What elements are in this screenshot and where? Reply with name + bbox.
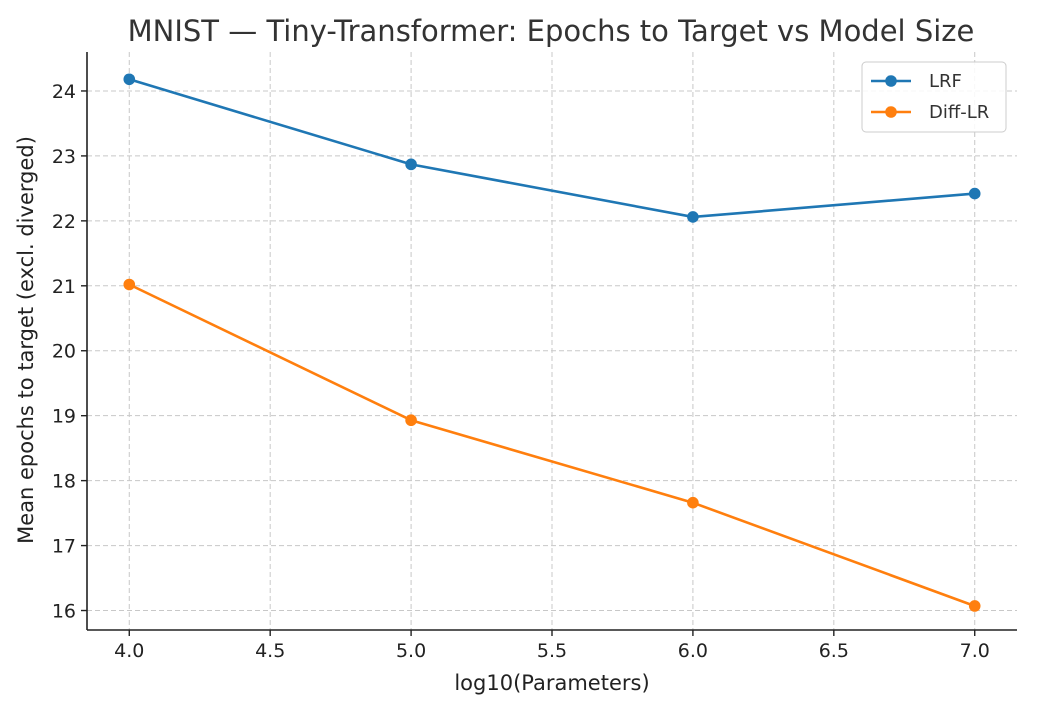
ticks: 4.0 4.5 5.0 5.5 6.0 6.5 7.0 16 17 18 19 20 21 22 23 24 — [52, 81, 990, 662]
legend-item-diff-lr[interactable]: Diff-LR — [871, 102, 989, 123]
x-tick-label: 6.5 — [819, 640, 849, 662]
y-tick-label: 23 — [52, 146, 76, 168]
legend-swatch-marker — [885, 75, 897, 87]
data-point-diff-lr[interactable] — [687, 496, 699, 509]
series-layer — [123, 73, 981, 612]
x-tick-label: 4.5 — [255, 640, 285, 662]
data-point-diff-lr[interactable] — [123, 278, 136, 291]
x-tick-label: 5.5 — [537, 640, 567, 662]
x-tick-label: 4.0 — [114, 640, 144, 662]
series-line-lrf — [128, 78, 975, 219]
legend-label: Diff-LR — [929, 102, 989, 123]
x-axis-label: log10(Parameters) — [454, 671, 649, 695]
data-point-diff-lr[interactable] — [405, 414, 417, 427]
y-tick-label: 22 — [52, 211, 76, 233]
x-tick-label: 5.0 — [396, 640, 426, 662]
y-axis-label: Mean epochs to target (excl. diverged) — [14, 136, 38, 544]
data-point-lrf[interactable] — [968, 187, 981, 200]
legend[interactable]: LRF Diff-LR — [861, 61, 1007, 133]
y-tick-label: 17 — [52, 536, 76, 558]
y-tick-label: 19 — [52, 406, 76, 428]
legend-swatch-marker — [885, 106, 897, 118]
y-tick-label: 21 — [52, 276, 76, 298]
y-tick-label: 20 — [52, 341, 76, 363]
chart-title: MNIST — Tiny-Transformer: Epochs to Targ… — [128, 14, 975, 48]
data-point-lrf[interactable] — [687, 211, 699, 223]
x-tick-label: 7.0 — [960, 640, 990, 662]
data-point-lrf[interactable] — [123, 73, 136, 86]
y-tick-label: 16 — [52, 601, 76, 623]
legend-label: LRF — [929, 71, 962, 92]
legend-item-lrf[interactable]: LRF — [871, 71, 962, 92]
series-line-diff-lr — [128, 283, 976, 608]
y-tick-label: 24 — [52, 81, 76, 103]
data-point-diff-lr[interactable] — [968, 600, 981, 612]
y-tick-label: 18 — [52, 471, 76, 493]
x-tick-label: 6.0 — [678, 640, 708, 662]
legend-box — [861, 61, 1007, 133]
data-point-lrf[interactable] — [405, 158, 417, 171]
grid — [87, 52, 1017, 630]
